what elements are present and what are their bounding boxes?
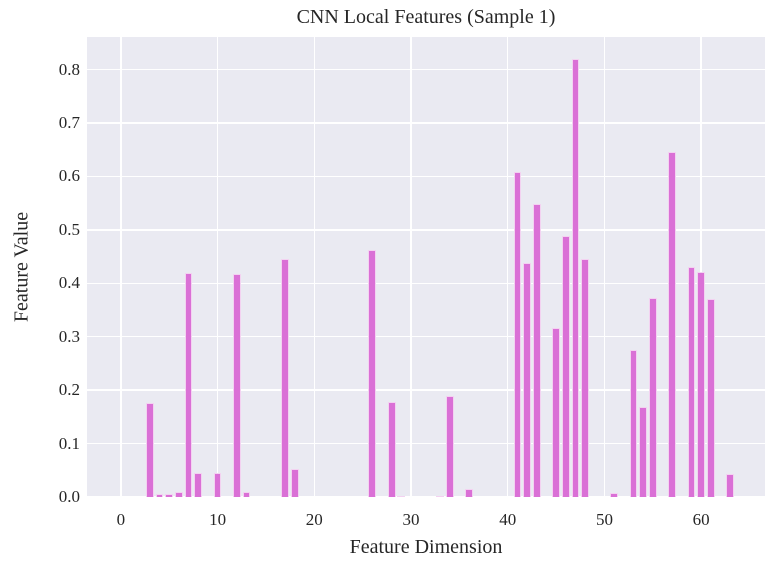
bar-feature-6	[175, 491, 183, 497]
bar-feature-55	[648, 298, 657, 497]
x-tick-label: 20	[305, 510, 323, 529]
bar-feature-60	[697, 272, 706, 497]
y-tick-label: 0.3	[58, 326, 80, 346]
x-gridline	[700, 37, 702, 497]
x-gridline	[603, 37, 606, 497]
x-tick-label: 60	[692, 510, 710, 529]
chart-title: CNN Local Features (Sample 1)	[296, 6, 556, 28]
bar-feature-46	[561, 236, 570, 497]
y-tick-label: 0.8	[58, 59, 80, 79]
bar-feature-18	[291, 468, 299, 497]
bar-feature-8	[194, 472, 203, 497]
bar-feature-4	[155, 494, 164, 497]
bar-feature-59	[687, 267, 696, 497]
y-tick-label: 0.4	[58, 273, 80, 293]
y-gridline	[87, 122, 765, 124]
y-gridline	[87, 389, 765, 391]
y-tick-label: 0.2	[58, 380, 80, 400]
bar-feature-63	[726, 473, 735, 497]
y-tick-label: 0.5	[58, 219, 80, 239]
y-gridline	[87, 496, 765, 497]
y-gridline	[87, 282, 765, 285]
x-tick-label: 50	[595, 510, 613, 529]
x-tick-label: 0	[116, 510, 126, 529]
y-gridline	[87, 442, 765, 445]
y-tick-label: 0.7	[58, 113, 80, 133]
bar-feature-61	[706, 299, 715, 497]
bar-feature-12	[233, 274, 241, 497]
bar-feature-41	[513, 171, 522, 497]
x-gridline	[120, 37, 122, 497]
bar-feature-29	[397, 495, 406, 497]
x-gridline	[313, 37, 316, 497]
bar-feature-26	[368, 250, 377, 497]
bar-feature-10	[213, 472, 222, 497]
y-axis-label: Feature Value	[10, 211, 33, 323]
x-tick-label: 10	[209, 510, 227, 529]
bar-feature-3	[145, 402, 154, 497]
x-gridline	[216, 37, 219, 497]
bar-feature-48	[581, 259, 589, 497]
bar-feature-42	[523, 263, 531, 497]
bar-feature-28	[387, 401, 396, 497]
bar-feature-53	[629, 349, 638, 497]
bar-feature-13	[242, 491, 251, 497]
bar-feature-43	[532, 204, 541, 497]
x-tick-label: 40	[499, 510, 517, 529]
bar-feature-34	[445, 395, 454, 497]
plot-area	[87, 37, 765, 497]
bar-feature-51	[610, 493, 618, 497]
y-tick-label: 0.0	[58, 487, 80, 506]
y-tick-label: 0.1	[58, 433, 80, 453]
x-tick-label: 30	[402, 510, 420, 529]
x-gridline	[506, 37, 509, 497]
bar-feature-47	[571, 59, 580, 497]
bar-feature-5	[165, 494, 174, 497]
y-gridline	[87, 229, 765, 231]
y-gridline	[87, 68, 765, 71]
bar-feature-45	[552, 328, 560, 497]
bar-feature-57	[668, 152, 676, 497]
x-axis-label: Feature Dimension	[349, 536, 503, 558]
y-gridline	[87, 335, 765, 338]
y-gridline	[87, 175, 765, 178]
bar-feature-17	[281, 259, 290, 497]
bar-feature-33	[436, 495, 444, 497]
bar-feature-7	[184, 273, 193, 497]
y-tick-label: 0.6	[58, 166, 80, 186]
x-gridline	[410, 37, 412, 497]
bar-feature-36	[465, 489, 473, 497]
bar-feature-54	[639, 407, 647, 497]
